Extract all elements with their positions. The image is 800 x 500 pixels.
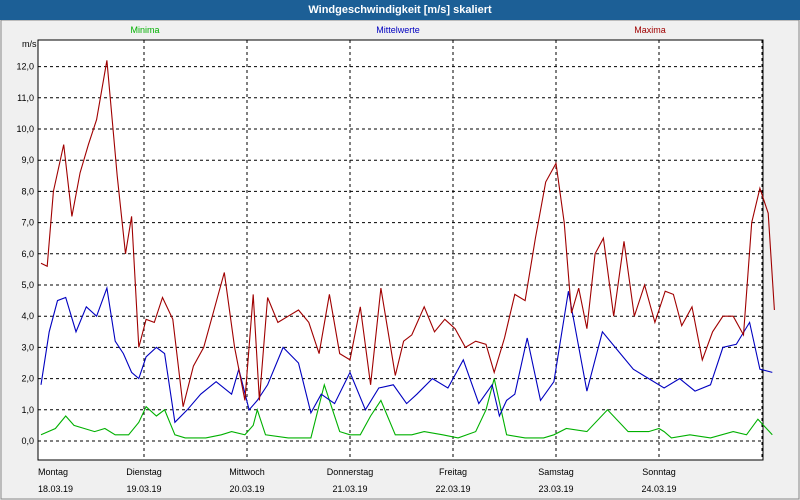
x-day-label: Samstag xyxy=(538,467,574,477)
x-axis: Montag 18.03.19 Dienstag 19.03.19 Mittwoch 20… xyxy=(38,467,677,494)
x-day-label: Sonntag xyxy=(642,467,676,477)
y-axis-label: m/s xyxy=(22,39,37,49)
y-tick-label: 0,0 xyxy=(21,436,34,446)
x-date-label: 22.03.19 xyxy=(435,484,470,494)
y-tick-label: 10,0 xyxy=(16,124,34,134)
y-tick-label: 9,0 xyxy=(21,155,34,165)
y-tick-label: 6,0 xyxy=(21,249,34,259)
plot-area xyxy=(37,39,764,461)
y-tick-label: 2,0 xyxy=(21,374,34,384)
y-tick-label: 8,0 xyxy=(21,186,34,196)
x-date-label: 20.03.19 xyxy=(229,484,264,494)
legend-minima: Minima xyxy=(130,25,159,35)
mittelwerte-line xyxy=(40,285,773,424)
legend-maxima: Maxima xyxy=(634,25,666,35)
maxima-line xyxy=(40,60,775,407)
y-axis: 0,0 1,0 2,0 3,0 4,0 5,0 6,0 7,0 8,0 9,0 10,0 11,0 12… xyxy=(16,62,34,446)
x-date-label: 19.03.19 xyxy=(126,484,161,494)
y-tick-label: 12,0 xyxy=(16,62,34,72)
x-day-label: Dienstag xyxy=(126,467,162,477)
wind-speed-chart: 0,0 1,0 2,0 3,0 4,0 5,0 6,0 7,0 8,0 9,0 10,0 11,0 12… xyxy=(0,20,800,500)
x-date-label: 18.03.19 xyxy=(38,484,73,494)
y-tick-label: 1,0 xyxy=(21,405,34,415)
y-tick-label: 7,0 xyxy=(21,218,34,228)
x-date-label: 23.03.19 xyxy=(538,484,573,494)
x-day-label: Montag xyxy=(38,467,68,477)
y-tick-label: 5,0 xyxy=(21,280,34,290)
minima-line xyxy=(40,378,773,439)
x-day-label: Donnerstag xyxy=(327,467,374,477)
x-day-label: Freitag xyxy=(439,467,467,477)
y-tick-label: 4,0 xyxy=(21,311,34,321)
x-date-label: 24.03.19 xyxy=(641,484,676,494)
y-tick-label: 3,0 xyxy=(21,342,34,352)
y-tick-label: 11,0 xyxy=(17,93,34,103)
x-date-label: 21.03.19 xyxy=(332,484,367,494)
legend-mittelwerte: Mittelwerte xyxy=(376,25,420,35)
grid xyxy=(38,40,763,460)
chart-title: Windgeschwindigkeit [m/s] skaliert xyxy=(0,0,800,20)
legend: Minima Mittelwerte Maxima xyxy=(130,25,665,35)
x-day-label: Mittwoch xyxy=(229,467,265,477)
series-lines xyxy=(40,60,775,439)
